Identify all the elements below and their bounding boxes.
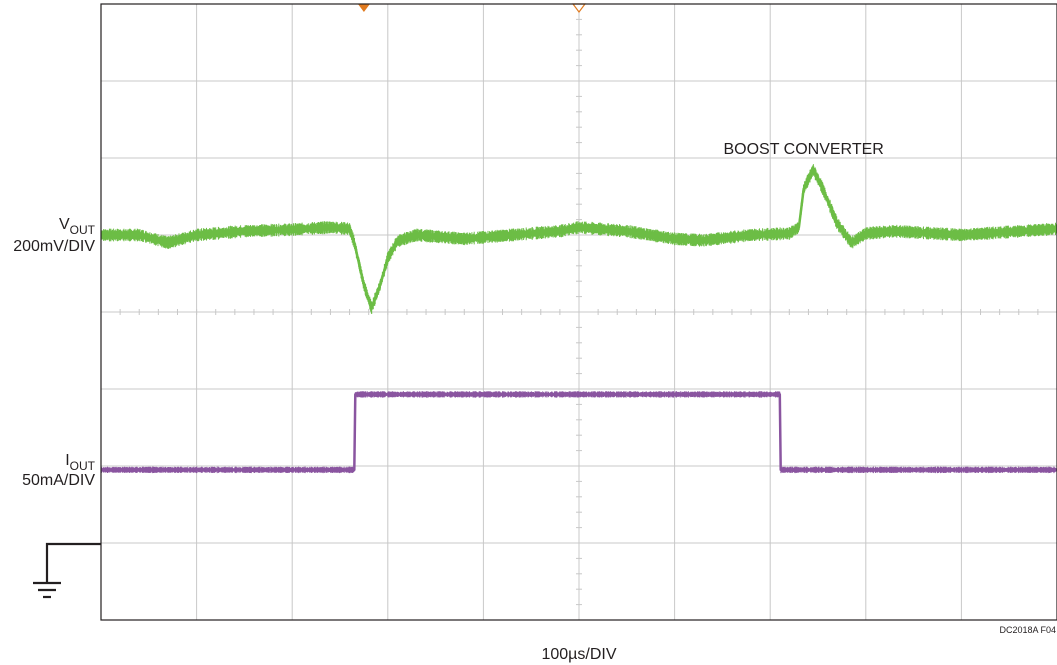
iout-scale-label: 50mA/DIV <box>22 472 95 489</box>
trigger-marker-icon <box>357 4 370 12</box>
plot-frame <box>100 3 1057 621</box>
ground-symbol-icon <box>33 542 101 599</box>
trace-line <box>101 393 1057 472</box>
vout-scale-label: 200mV/DIV <box>13 238 95 255</box>
trace-iout <box>100 391 1057 474</box>
trigger-markers <box>357 3 587 13</box>
graticule <box>100 3 1057 621</box>
trace-line <box>101 168 1057 310</box>
waveform-traces <box>100 164 1057 474</box>
figure-code: DC2018A F04 <box>999 625 1056 635</box>
time-scale-label: 100µs/DIV <box>541 646 616 663</box>
vout-channel-label: VOUT <box>59 216 96 237</box>
trigger-marker-icon <box>571 3 587 13</box>
boost-converter-annotation: BOOST CONVERTER <box>723 141 883 158</box>
iout-channel-label: IOUT <box>65 452 95 473</box>
